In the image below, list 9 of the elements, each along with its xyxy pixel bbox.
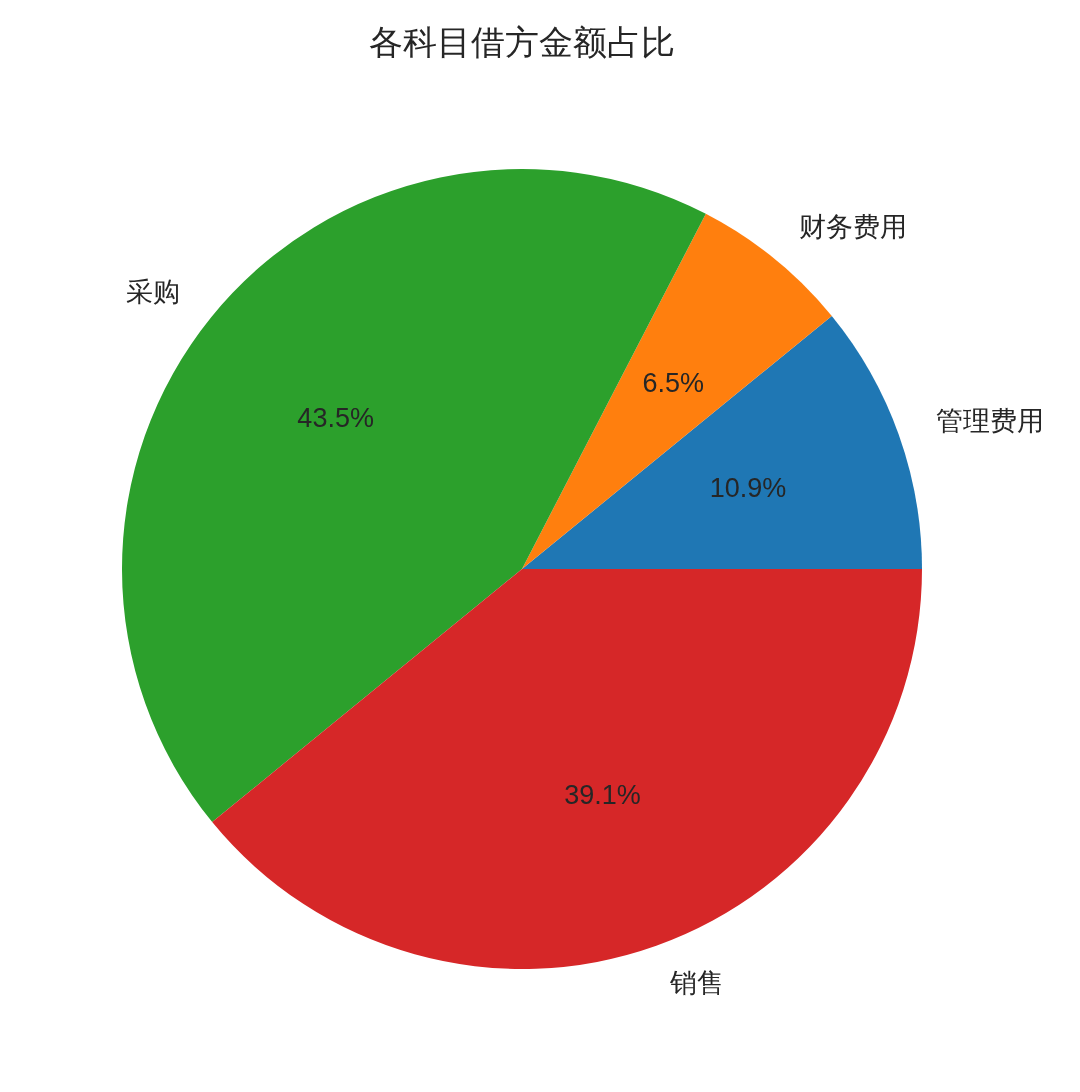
slice-label: 销售: [668, 968, 724, 999]
slice-label: 财务费用: [799, 212, 908, 243]
slice-label: 管理费用: [936, 406, 1045, 437]
slice-label: 采购: [126, 276, 181, 307]
chart-title: 各科目借方金额占比: [369, 23, 675, 61]
data-label: 10.9%: [709, 473, 787, 504]
data-label: 43.5%: [297, 402, 374, 433]
data-label: 39.1%: [564, 780, 641, 811]
data-label: 6.5%: [642, 367, 705, 398]
